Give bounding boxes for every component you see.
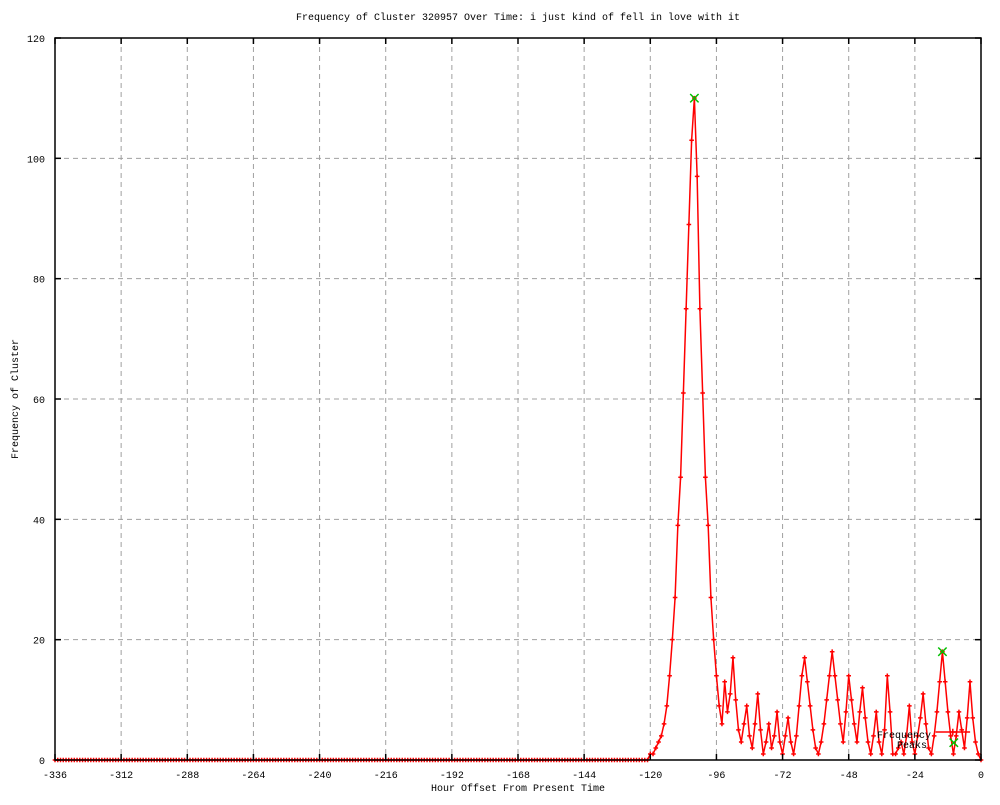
- svg-text:-192: -192: [440, 771, 464, 782]
- svg-text:-312: -312: [109, 771, 133, 782]
- svg-text:-24: -24: [906, 771, 924, 782]
- svg-text:-96: -96: [707, 771, 725, 782]
- svg-text:-264: -264: [241, 771, 265, 782]
- svg-text:Hour Offset From Present Time: Hour Offset From Present Time: [431, 783, 605, 795]
- svg-text:Peaks: Peaks: [897, 740, 927, 752]
- svg-text:Frequency of Cluster: Frequency of Cluster: [10, 339, 22, 459]
- svg-text:100: 100: [27, 155, 45, 166]
- svg-text:0: 0: [39, 757, 45, 768]
- svg-text:Frequency of Cluster 320957 Ov: Frequency of Cluster 320957 Over Time: i…: [296, 12, 740, 24]
- svg-text:-288: -288: [175, 771, 199, 782]
- svg-text:-216: -216: [374, 771, 398, 782]
- svg-text:-240: -240: [308, 771, 332, 782]
- svg-text:-168: -168: [506, 771, 530, 782]
- svg-text:-336: -336: [43, 771, 67, 782]
- svg-text:0: 0: [978, 771, 984, 782]
- svg-text:60: 60: [33, 396, 45, 407]
- svg-text:-48: -48: [840, 771, 858, 782]
- svg-text:120: 120: [27, 35, 45, 46]
- svg-text:-144: -144: [572, 771, 596, 782]
- svg-text:80: 80: [33, 276, 45, 287]
- svg-text:-120: -120: [638, 771, 662, 782]
- svg-text:-72: -72: [774, 771, 792, 782]
- svg-text:40: 40: [33, 516, 45, 527]
- svg-text:20: 20: [33, 637, 45, 648]
